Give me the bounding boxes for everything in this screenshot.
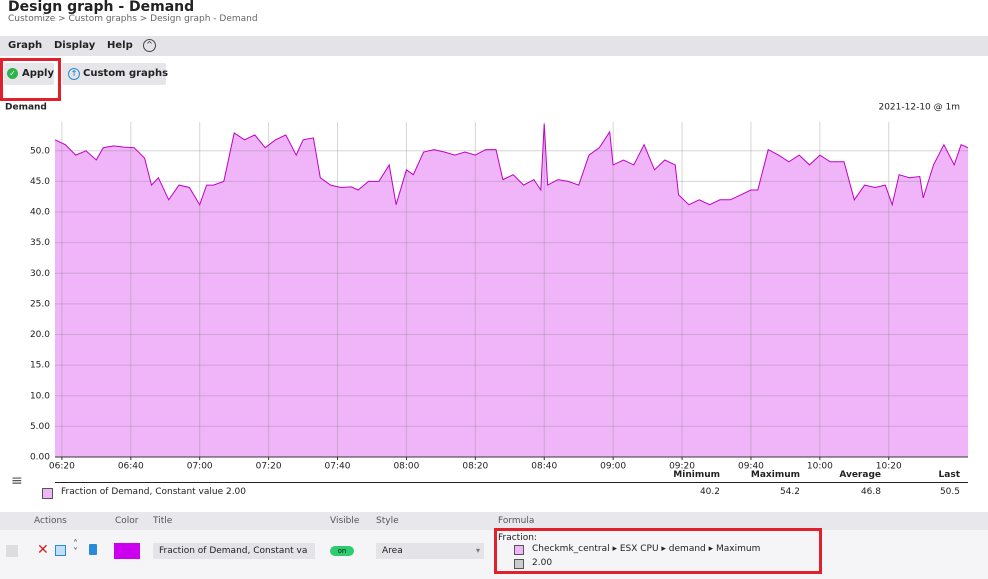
x-tick-label: 07:00: [187, 462, 213, 472]
x-tick-label: 08:40: [531, 462, 557, 472]
column-header: Color: [115, 516, 139, 526]
trash-icon[interactable]: [89, 544, 97, 555]
title-input[interactable]: Fraction of Demand, Constant va: [153, 543, 315, 559]
operand-swatch: [514, 545, 524, 555]
column-header: Style: [376, 516, 399, 526]
button-label: Apply: [22, 68, 55, 79]
y-tick-label: 5.00: [30, 422, 50, 432]
column-header: Visible: [330, 516, 360, 526]
area-fill: [55, 123, 968, 458]
highlight-box: [494, 528, 822, 574]
color-swatch[interactable]: [114, 543, 140, 559]
highlight-box: [0, 58, 61, 101]
breadcrumb: Customize > Custom graphs > Design graph…: [8, 14, 258, 24]
menu-item[interactable]: Graph: [8, 40, 43, 51]
delete-icon[interactable]: ✕: [37, 542, 49, 558]
x-tick-label: 08:00: [393, 462, 419, 472]
legend-value: 50.5: [939, 487, 960, 497]
menu-bar: [0, 36, 988, 56]
menu-icon[interactable]: ≡: [11, 473, 23, 489]
menu-item[interactable]: Display: [54, 40, 96, 51]
x-tick-label: 08:20: [462, 462, 488, 472]
up-icon: ↑: [68, 68, 80, 80]
x-tick-label: 09:00: [600, 462, 626, 472]
legend-header: Last: [938, 470, 960, 480]
y-tick-label: 15.0: [30, 361, 50, 371]
column-header: Actions: [34, 516, 67, 526]
x-tick-label: 10:00: [807, 462, 833, 472]
custom-graphs-button[interactable]: ↑ Custom graphs: [62, 63, 169, 85]
visible-toggle[interactable]: on: [330, 546, 354, 556]
chart-subtitle: 2021-12-10 @ 1m: [878, 103, 960, 113]
select-arrow: ▾: [475, 546, 480, 555]
y-tick-label: 45.0: [30, 177, 50, 187]
y-tick-label: 25.0: [30, 299, 50, 309]
x-tick-label: 10:20: [876, 462, 902, 472]
legend-rule: [55, 482, 968, 483]
column-header: Formula: [498, 516, 535, 526]
area-line: [54, 123, 969, 207]
y-tick-label: 30.0: [30, 269, 50, 279]
move-icon[interactable]: ˄ ˅: [73, 539, 78, 558]
select-value: Area: [382, 546, 403, 556]
page-title: Design graph - Demand: [8, 0, 195, 15]
x-tick-label: 07:40: [325, 462, 351, 472]
row-checkbox[interactable]: [6, 545, 18, 557]
chart-title: Demand: [5, 103, 47, 113]
collapse-icon[interactable]: ^: [143, 39, 156, 52]
column-header: Title: [153, 516, 173, 526]
x-tick-label: 06:40: [118, 462, 144, 472]
legend-value: 46.8: [860, 487, 881, 497]
button-label: Custom graphs: [83, 68, 169, 79]
clone-icon[interactable]: [55, 545, 66, 556]
y-tick-label: 20.0: [30, 330, 50, 340]
y-tick-label: 40.0: [30, 208, 50, 218]
formula-operand: 2.00: [532, 558, 553, 568]
legend-header: Minimum: [673, 470, 720, 480]
apply-button[interactable]: ✓ Apply: [4, 63, 54, 85]
operand-swatch: [514, 559, 524, 569]
legend-header: Maximum: [750, 470, 800, 480]
y-tick-label: 35.0: [30, 238, 50, 248]
legend-value: 54.2: [779, 487, 800, 497]
check-icon: ✓: [7, 68, 18, 79]
editor-header: [0, 512, 988, 530]
x-tick-label: 06:20: [49, 462, 75, 472]
y-tick-label: 0.00: [30, 453, 50, 463]
x-tick-label: 09:40: [738, 462, 764, 472]
legend-value: 40.2: [699, 487, 720, 497]
legend-label: Fraction of Demand, Constant value 2.00: [61, 487, 247, 497]
menu-item[interactable]: Help: [107, 40, 133, 51]
legend-swatch: [42, 488, 53, 499]
x-tick-label: 07:20: [256, 462, 282, 472]
legend-header: Average: [839, 470, 881, 480]
x-tick-label: 09:20: [669, 462, 695, 472]
formula-label: Fraction:: [498, 533, 537, 543]
y-tick-label: 10.0: [30, 391, 50, 401]
style-select[interactable]: Area ▾: [376, 543, 484, 559]
formula-operand: Checkmk_central ▸ ESX CPU ▸ demand ▸ Max…: [532, 544, 761, 554]
y-tick-label: 50.0: [30, 146, 50, 156]
